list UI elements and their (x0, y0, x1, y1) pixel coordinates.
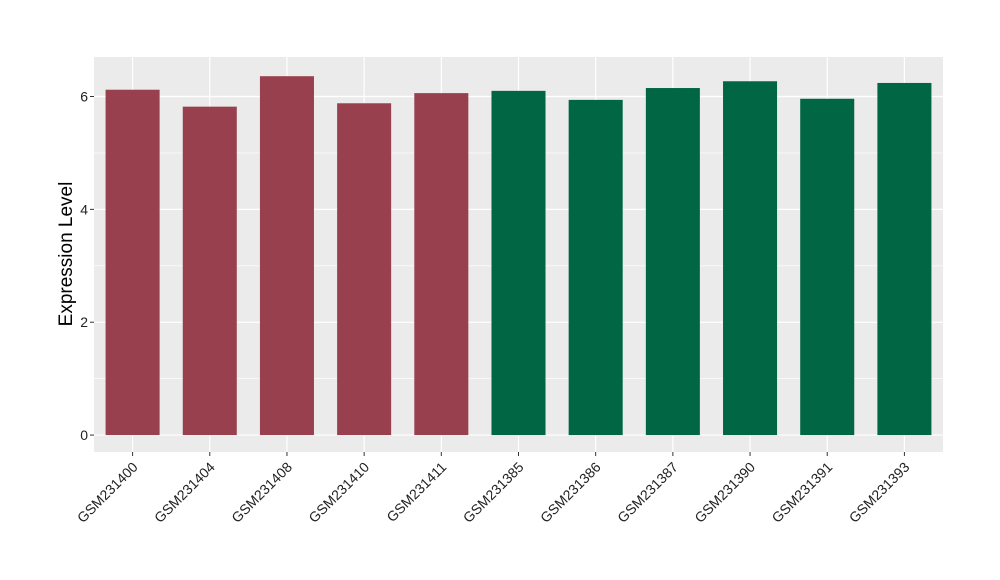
bar-GSM231400 (105, 89, 160, 436)
y-tick-label: 6 (80, 89, 88, 105)
bar-GSM231408 (259, 76, 314, 436)
bar-GSM231411 (414, 93, 469, 436)
x-axis: GSM231400 GSM231404 GSM231408 GSM231410 GSM2… (74, 452, 913, 526)
x-tick-label: GSM231390 (691, 459, 758, 526)
x-tick-label: GSM231387 (614, 459, 681, 526)
x-tick-label: GSM231404 (151, 459, 218, 526)
x-tick-label: GSM231400 (74, 459, 141, 526)
x-tick-label: GSM231386 (537, 459, 604, 526)
x-tick-label: GSM231411 (383, 459, 449, 525)
bar-GSM231410 (337, 103, 392, 436)
bar-GSM231386 (568, 99, 623, 436)
x-tick-label: GSM231385 (460, 459, 527, 526)
bar-GSM231390 (723, 81, 778, 436)
bar-GSM231391 (800, 98, 855, 436)
bars (105, 76, 932, 436)
y-tick-label: 0 (80, 427, 88, 443)
bar-GSM231393 (877, 82, 932, 436)
x-tick-label: GSM231408 (228, 459, 295, 526)
bar-GSM231404 (182, 106, 237, 436)
x-tick-label: GSM231391 (768, 459, 835, 526)
x-tick-label: GSM231410 (305, 459, 372, 526)
y-axis-title: Expression Level (56, 182, 77, 327)
bar-GSM231385 (491, 90, 546, 436)
x-tick-label: GSM231393 (846, 459, 913, 526)
y-axis: 0 2 4 6 (80, 89, 94, 443)
y-tick-label: 4 (80, 201, 88, 217)
bar-GSM231387 (645, 88, 700, 436)
y-tick-label: 2 (80, 314, 88, 330)
